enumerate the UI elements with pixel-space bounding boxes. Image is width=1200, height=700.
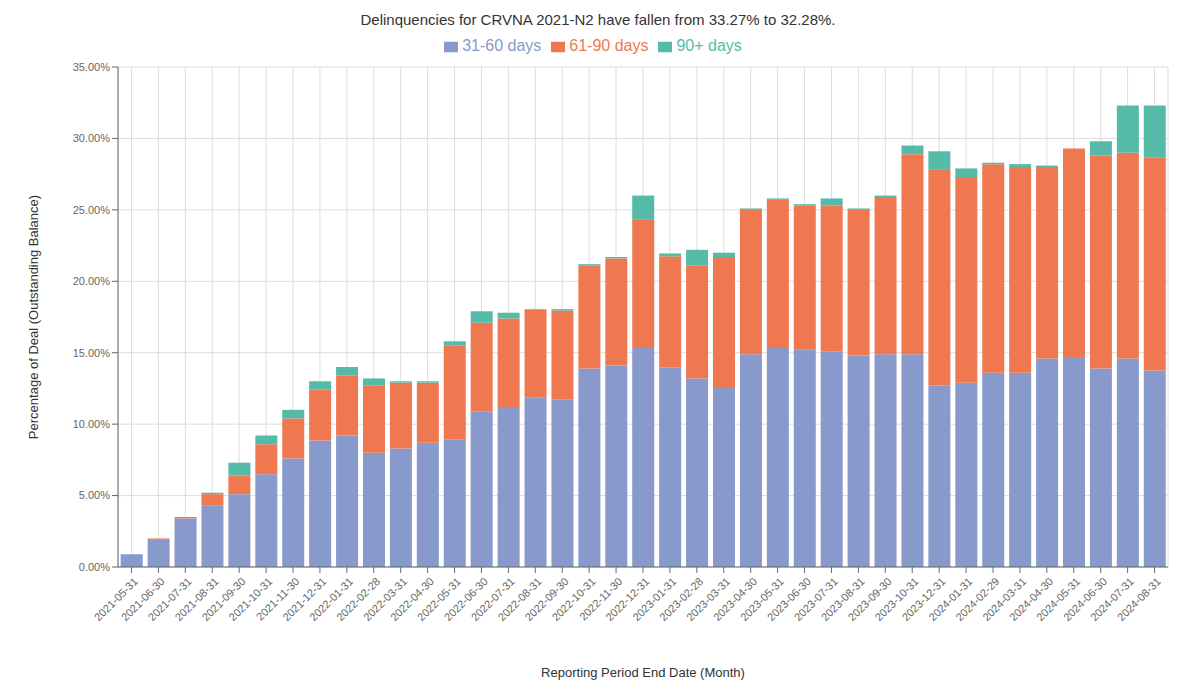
- svg-text:2022-04-30: 2022-04-30: [387, 575, 437, 624]
- svg-text:2021-12-31: 2021-12-31: [280, 575, 329, 624]
- svg-text:2022-06-30: 2022-06-30: [441, 575, 490, 624]
- svg-text:2024-01-31: 2024-01-31: [926, 575, 975, 624]
- svg-text:2022-09-30: 2022-09-30: [522, 575, 571, 624]
- svg-text:2024-06-30: 2024-06-30: [1060, 575, 1110, 624]
- html-text:31-60 days: 31-60 days: [462, 37, 542, 54]
- svg-text:2023-12-31: 2023-12-31: [899, 575, 948, 624]
- html-text:Delinquencies for CRVNA 2021-N: Delinquencies for CRVNA 2021-N2 have fal…: [360, 11, 836, 28]
- svg-text:2022-10-31: 2022-10-31: [549, 575, 598, 624]
- svg-text:0.00%: 0.00%: [79, 561, 110, 573]
- svg-text:2022-12-31: 2022-12-31: [603, 575, 652, 624]
- svg-text:2021-11-30: 2021-11-30: [253, 575, 302, 623]
- svg-text:2023-05-31: 2023-05-31: [737, 575, 787, 624]
- svg-text:25.00%: 25.00%: [73, 204, 111, 216]
- svg-text:2021-09-30: 2021-09-30: [199, 575, 248, 624]
- svg-text:5.00%: 5.00%: [79, 489, 110, 501]
- svg-text:2021-06-30: 2021-06-30: [118, 575, 167, 624]
- svg-text:2024-07-31: 2024-07-31: [1087, 575, 1137, 624]
- svg-text:2023-02-28: 2023-02-28: [657, 575, 706, 624]
- svg-text:2022-03-31: 2022-03-31: [360, 575, 410, 624]
- svg-text:20.00%: 20.00%: [73, 275, 111, 287]
- svg-text:2022-11-30: 2022-11-30: [576, 575, 625, 623]
- svg-text:2024-04-30: 2024-04-30: [1007, 575, 1056, 624]
- svg-text:Percentage of Deal (Outstandin: Percentage of Deal (Outstanding Balance): [26, 195, 41, 439]
- svg-text:2022-05-31: 2022-05-31: [414, 575, 463, 624]
- html-text:90+ days: 90+ days: [676, 37, 742, 54]
- svg-text:2023-03-31: 2023-03-31: [684, 575, 733, 624]
- html-text:61-90 days: 61-90 days: [569, 37, 649, 54]
- svg-text:2023-08-31: 2023-08-31: [818, 575, 867, 624]
- svg-text:2021-10-31: 2021-10-31: [226, 575, 275, 624]
- svg-text:2023-01-31: 2023-01-31: [630, 575, 679, 624]
- svg-text:2022-07-31: 2022-07-31: [468, 575, 517, 624]
- svg-text:10.00%: 10.00%: [73, 418, 111, 430]
- svg-text:2021-05-31: 2021-05-31: [91, 575, 140, 624]
- svg-text:2023-09-30: 2023-09-30: [845, 575, 894, 624]
- svg-text:2021-08-31: 2021-08-31: [172, 575, 221, 624]
- svg-text:2023-06-30: 2023-06-30: [764, 575, 813, 624]
- svg-text:30.00%: 30.00%: [73, 132, 111, 144]
- svg-text:2022-01-31: 2022-01-31: [307, 575, 356, 624]
- svg-text:2024-02-29: 2024-02-29: [953, 575, 1002, 624]
- svg-text:2021-07-31: 2021-07-31: [145, 575, 194, 624]
- svg-text:2023-07-31: 2023-07-31: [791, 575, 840, 624]
- svg-text:35.00%: 35.00%: [73, 61, 111, 73]
- svg-text:2022-08-31: 2022-08-31: [495, 575, 544, 624]
- svg-text:15.00%: 15.00%: [73, 347, 111, 359]
- svg-text:2022-02-28: 2022-02-28: [334, 575, 383, 624]
- svg-text:2024-03-31: 2024-03-31: [980, 575, 1029, 624]
- svg-text:2024-05-31: 2024-05-31: [1034, 575, 1083, 624]
- svg-text:2023-10-31: 2023-10-31: [872, 575, 921, 624]
- svg-text:Reporting Period End Date (Mon: Reporting Period End Date (Month): [541, 665, 745, 680]
- svg-text:2023-04-30: 2023-04-30: [710, 575, 760, 624]
- svg-text:2024-08-31: 2024-08-31: [1115, 575, 1163, 623]
